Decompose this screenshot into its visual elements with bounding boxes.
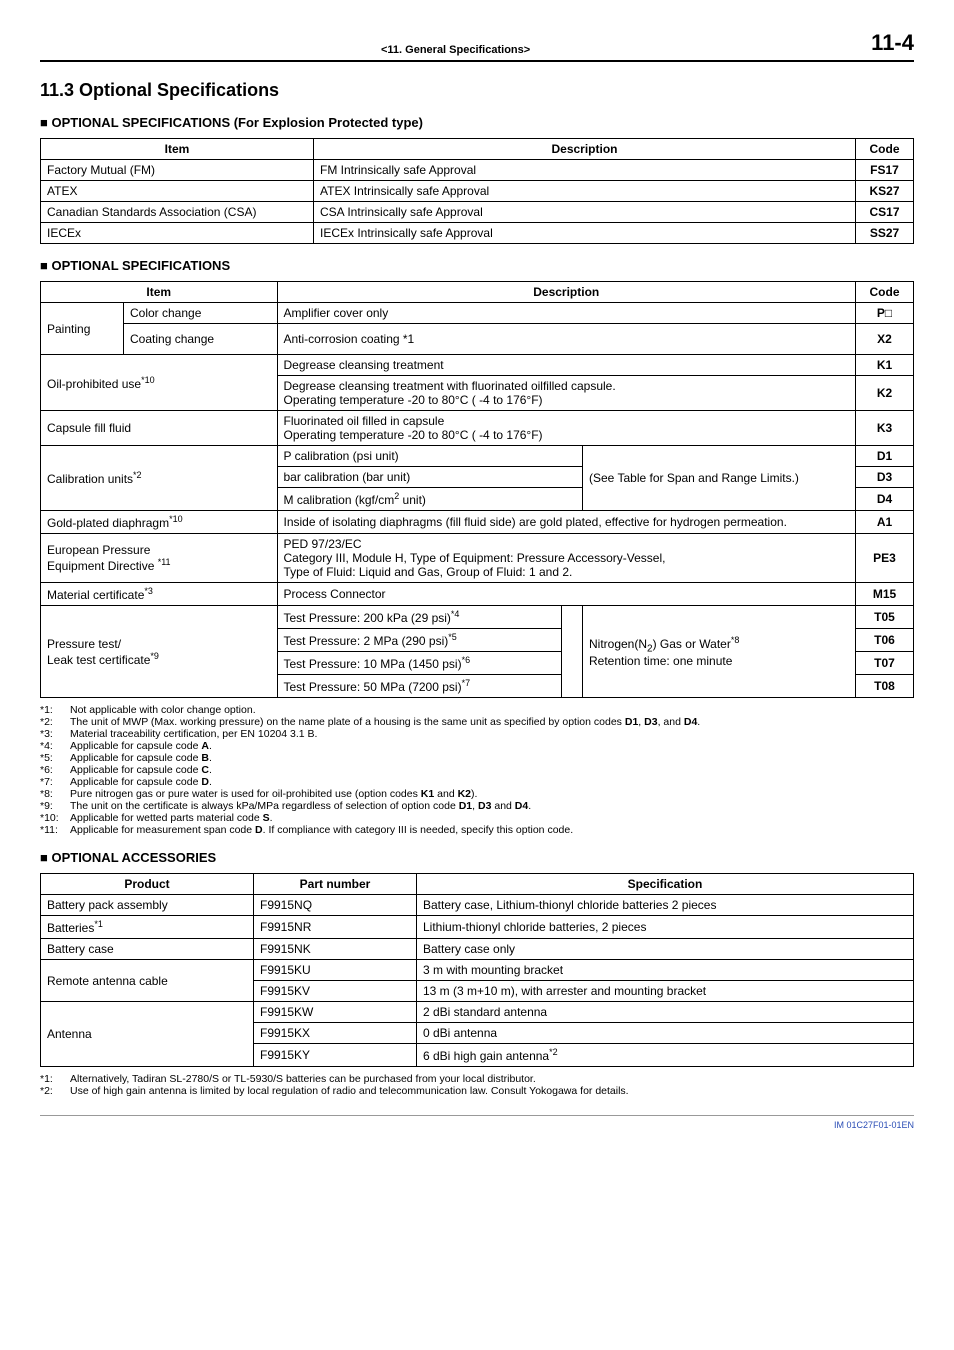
table-row: Remote antenna cableF9915KU3 m with moun… xyxy=(41,960,914,981)
spec-cell: 13 m (3 m+10 m), with arrester and mount… xyxy=(417,981,914,1002)
table-row: ATEXATEX Intrinsically safe ApprovalKS27 xyxy=(41,181,914,202)
partnum-cell: F9915NR xyxy=(254,916,417,939)
leak-t06: Test Pressure: 2 MPa (290 psi)*5 xyxy=(284,634,457,648)
table-row: Factory Mutual (FM)FM Intrinsically safe… xyxy=(41,160,914,181)
page-header: <11. General Specifications> 11-4 xyxy=(40,30,914,62)
spec-cell: 2 dBi standard antenna xyxy=(417,1002,914,1023)
leak-t07: Test Pressure: 10 MPa (1450 psi)*6 xyxy=(284,657,471,671)
table-row: Batteries*1F9915NRLithium-thionyl chlori… xyxy=(41,916,914,939)
table-row: Battery pack assemblyF9915NQBattery case… xyxy=(41,895,914,916)
leak-label: Pressure test/Leak test certificate*9 xyxy=(47,637,159,667)
footnotes-optional: *1:Not applicable with color change opti… xyxy=(40,704,914,836)
table-row: Pressure test/Leak test certificate*9 Te… xyxy=(41,606,914,629)
table-row: Coating change Anti-corrosion coating *1… xyxy=(41,324,914,355)
leak-t05: Test Pressure: 200 kPa (29 psi)*4 xyxy=(284,611,460,625)
table-row: Oil-prohibited use*10 Degrease cleansing… xyxy=(41,355,914,376)
table-row: Capsule fill fluid Fluorinated oil fille… xyxy=(41,411,914,446)
footnotes-accessories: *1:Alternatively, Tadiran SL-2780/S or T… xyxy=(40,1073,914,1097)
table-row: Battery caseF9915NKBattery case only xyxy=(41,939,914,960)
col-code: Code xyxy=(856,282,914,303)
table-row: Canadian Standards Association (CSA)CSA … xyxy=(41,202,914,223)
ped-label: European PressureEquipment Directive *11 xyxy=(47,543,171,573)
partnum-cell: F9915KY xyxy=(254,1044,417,1067)
footnote-row: *3:Material traceability certification, … xyxy=(40,728,914,740)
col-desc: Description xyxy=(277,282,856,303)
calib-label: Calibration units*2 xyxy=(47,472,142,486)
table-row: Calibration units*2 P calibration (psi u… xyxy=(41,446,914,467)
product-cell: Remote antenna cable xyxy=(41,960,254,1002)
footnote-row: *1:Alternatively, Tadiran SL-2780/S or T… xyxy=(40,1073,914,1085)
optional-table: Item Description Code Painting Color cha… xyxy=(40,281,914,698)
explosion-table: Item Description Code Factory Mutual (FM… xyxy=(40,138,914,244)
footnote-row: *5:Applicable for capsule code B. xyxy=(40,752,914,764)
spec-cell: Lithium-thionyl chloride batteries, 2 pi… xyxy=(417,916,914,939)
section-label: <11. General Specifications> xyxy=(40,44,871,56)
footnote-row: *8:Pure nitrogen gas or pure water is us… xyxy=(40,788,914,800)
product-cell: Battery case xyxy=(41,939,254,960)
gold-label: Gold-plated diaphragm*10 xyxy=(47,516,183,530)
col-spec: Specification xyxy=(417,874,914,895)
page-title: 11.3 Optional Specifications xyxy=(40,80,914,101)
calib-m-label: M calibration (kgf/cm2 unit) xyxy=(284,493,426,507)
footnote-row: *11:Applicable for measurement span code… xyxy=(40,824,914,836)
table-row: AntennaF9915KW2 dBi standard antenna xyxy=(41,1002,914,1023)
footnote-row: *7:Applicable for capsule code D. xyxy=(40,776,914,788)
col-item: Item xyxy=(41,282,278,303)
table-row: IECExIECEx Intrinsically safe ApprovalSS… xyxy=(41,223,914,244)
col-product: Product xyxy=(41,874,254,895)
footnote-row: *1:Not applicable with color change opti… xyxy=(40,704,914,716)
product-cell: Battery pack assembly xyxy=(41,895,254,916)
product-cell: Batteries*1 xyxy=(41,916,254,939)
footnote-row: *10:Applicable for wetted parts material… xyxy=(40,812,914,824)
spec-cell: 6 dBi high gain antenna*2 xyxy=(417,1044,914,1067)
document-id: IM 01C27F01-01EN xyxy=(40,1115,914,1130)
col-item: Item xyxy=(41,139,314,160)
footnote-row: *4:Applicable for capsule code A. xyxy=(40,740,914,752)
col-code: Code xyxy=(856,139,914,160)
oil-label: Oil-prohibited use*10 xyxy=(47,377,155,391)
partnum-cell: F9915KX xyxy=(254,1023,417,1044)
spec-cell: 3 m with mounting bracket xyxy=(417,960,914,981)
col-desc: Description xyxy=(314,139,856,160)
leak-t08: Test Pressure: 50 MPa (7200 psi)*7 xyxy=(284,680,471,694)
leak-note: Nitrogen(N2) Gas or Water*8Retention tim… xyxy=(589,637,739,668)
page-number: 11-4 xyxy=(871,30,914,56)
partnum-cell: F9915KU xyxy=(254,960,417,981)
partnum-cell: F9915NQ xyxy=(254,895,417,916)
partnum-cell: F9915NK xyxy=(254,939,417,960)
partnum-cell: F9915KW xyxy=(254,1002,417,1023)
table-row: European PressureEquipment Directive *11… xyxy=(41,534,914,583)
spec-cell: 0 dBi antenna xyxy=(417,1023,914,1044)
product-cell: Antenna xyxy=(41,1002,254,1067)
explosion-heading: OPTIONAL SPECIFICATIONS (For Explosion P… xyxy=(40,115,914,130)
footnote-row: *9:The unit on the certificate is always… xyxy=(40,800,914,812)
table-row: Painting Color change Amplifier cover on… xyxy=(41,303,914,324)
material-label: Material certificate*3 xyxy=(47,588,153,602)
spec-cell: Battery case, Lithium-thionyl chloride b… xyxy=(417,895,914,916)
col-partnum: Part number xyxy=(254,874,417,895)
accessories-table: Product Part number Specification Batter… xyxy=(40,873,914,1067)
footnote-row: *2:The unit of MWP (Max. working pressur… xyxy=(40,716,914,728)
footnote-row: *6:Applicable for capsule code C. xyxy=(40,764,914,776)
table-row: Gold-plated diaphragm*10 Inside of isola… xyxy=(41,511,914,534)
partnum-cell: F9915KV xyxy=(254,981,417,1002)
table-row: Material certificate*3 Process Connector… xyxy=(41,583,914,606)
optional-heading: OPTIONAL SPECIFICATIONS xyxy=(40,258,914,273)
spec-cell: Battery case only xyxy=(417,939,914,960)
footnote-row: *2:Use of high gain antenna is limited b… xyxy=(40,1085,914,1097)
accessories-heading: OPTIONAL ACCESSORIES xyxy=(40,850,914,865)
